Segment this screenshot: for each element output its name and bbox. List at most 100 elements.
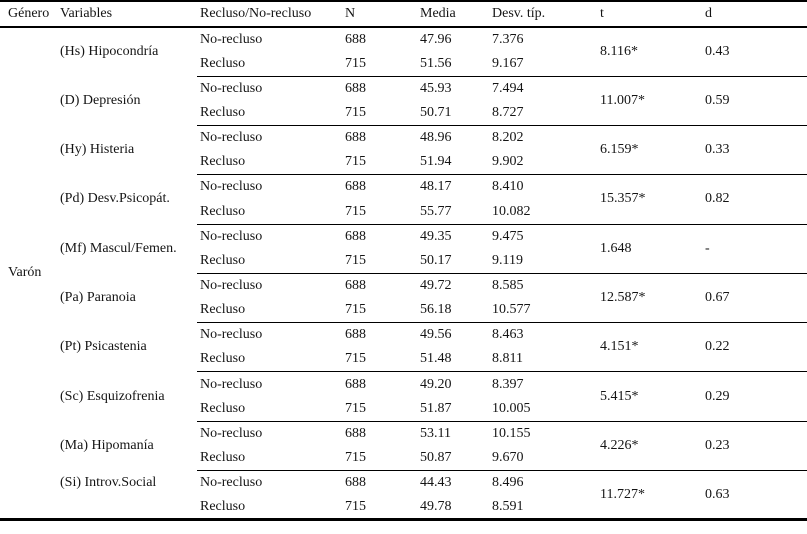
t-cell: 4.226* — [596, 420, 702, 471]
n-cell: 688 — [342, 125, 417, 151]
desv-cell: 8.463 — [489, 322, 596, 348]
table-row: (D) Depresión No-recluso 688 45.93 7.494… — [0, 75, 807, 126]
variable-label: (Hy) Histeria — [60, 142, 135, 158]
group-cell: Recluso — [200, 449, 246, 465]
media-cell: 49.35 — [417, 223, 489, 249]
table-row: Recluso 715 50.71 8.727 — [0, 101, 807, 126]
n-cell: 715 — [345, 104, 366, 120]
table-row: (Hy) Histeria No-recluso 688 48.96 8.202… — [0, 125, 807, 175]
gender-cell: Varón — [8, 265, 42, 281]
media-cell: 49.72 — [417, 272, 489, 299]
t-cell: 5.415* — [596, 371, 702, 422]
n-cell: 715 — [345, 154, 366, 170]
media-cell: 53.11 — [417, 420, 489, 446]
media-cell: 48.96 — [417, 125, 489, 151]
n-cell: 715 — [345, 400, 366, 416]
group-cell: No-recluso — [197, 322, 342, 348]
media-cell: 48.17 — [417, 174, 489, 200]
d-cell: 0.59 — [702, 75, 807, 126]
desv-cell: 10.082 — [492, 203, 531, 219]
desv-cell: 8.202 — [489, 125, 596, 151]
media-cell: 50.87 — [420, 449, 452, 465]
t-cell: 1.648 — [596, 223, 702, 274]
group-cell: No-recluso — [197, 174, 342, 200]
n-cell: 688 — [342, 272, 417, 299]
desv-cell: 7.376 — [489, 26, 596, 52]
d-cell: 0.33 — [702, 125, 807, 175]
col-header-recluso-norecluso: Recluso/No-recluso — [197, 0, 342, 28]
table-row: Recluso 715 51.48 8.811 — [0, 347, 807, 372]
d-cell: 0.82 — [702, 174, 807, 225]
media-cell: 50.17 — [420, 252, 452, 268]
group-cell: Recluso — [200, 302, 246, 318]
desv-cell: 9.167 — [492, 55, 524, 71]
n-cell: 715 — [345, 351, 366, 367]
media-cell: 44.43 — [417, 470, 489, 496]
table-row: (Sc) Esquizofrenia No-recluso 688 49.20 … — [0, 371, 807, 422]
col-header-media: Media — [417, 0, 489, 28]
desv-cell: 8.727 — [492, 104, 524, 120]
variable-label: (Sc) Esquizofrenia — [60, 388, 165, 404]
d-cell: 0.23 — [702, 420, 807, 471]
table-row: Recluso 715 51.94 9.902 — [0, 150, 807, 175]
n-cell: 688 — [342, 322, 417, 348]
table-row: Recluso 715 50.87 9.670 — [0, 446, 807, 471]
table-row: Recluso 715 55.77 10.082 — [0, 199, 807, 224]
header-row: Género Variables Recluso/No-recluso N Me… — [0, 0, 807, 28]
table-row: Recluso 715 51.87 10.005 — [0, 397, 807, 422]
table-row: Recluso 715 56.18 10.577 — [0, 298, 807, 323]
table-row: (Pt) Psicastenia No-recluso 688 49.56 8.… — [0, 322, 807, 372]
group-cell: Recluso — [200, 400, 246, 416]
col-header-t: t — [596, 0, 702, 28]
desv-cell: 10.005 — [492, 400, 531, 416]
media-cell: 55.77 — [420, 203, 452, 219]
n-cell: 715 — [345, 498, 366, 514]
media-cell: 49.78 — [420, 498, 452, 514]
d-cell: 0.63 — [702, 470, 807, 520]
n-cell: 688 — [342, 420, 417, 446]
n-cell: 688 — [342, 26, 417, 52]
d-cell: 0.22 — [702, 322, 807, 372]
group-cell: No-recluso — [197, 75, 342, 101]
media-cell: 47.96 — [417, 26, 489, 52]
t-cell: 4.151* — [596, 322, 702, 372]
media-cell: 49.20 — [417, 371, 489, 397]
table-row: Recluso 715 49.78 8.591 — [0, 495, 807, 520]
desv-cell: 10.577 — [492, 302, 531, 318]
group-cell: No-recluso — [197, 272, 342, 299]
group-cell: Recluso — [200, 252, 246, 268]
group-cell: Recluso — [200, 55, 246, 71]
n-cell: 715 — [345, 302, 366, 318]
desv-cell: 8.811 — [492, 351, 523, 367]
media-cell: 50.71 — [420, 104, 452, 120]
group-cell: No-recluso — [197, 470, 342, 496]
table-row: Recluso 715 50.17 9.119 — [0, 249, 807, 274]
media-cell: 49.56 — [417, 322, 489, 348]
t-cell: 12.587* — [596, 272, 702, 323]
group-cell: No-recluso — [197, 26, 342, 52]
variable-label: (Hs) Hipocondría — [60, 44, 159, 60]
media-cell: 45.93 — [417, 75, 489, 101]
desv-cell: 9.902 — [492, 154, 524, 170]
table-row: (Mf) Mascul/Femen. No-recluso 688 49.35 … — [0, 223, 807, 274]
desv-cell: 9.475 — [489, 223, 596, 249]
desv-cell: 8.410 — [489, 174, 596, 200]
t-cell: 15.357* — [596, 174, 702, 225]
desv-cell: 9.119 — [492, 252, 523, 268]
col-header-desv-tip: Desv. típ. — [489, 0, 596, 28]
media-cell: 51.48 — [420, 351, 452, 367]
group-cell: Recluso — [200, 498, 246, 514]
n-cell: 715 — [345, 203, 366, 219]
desv-cell: 7.494 — [489, 75, 596, 101]
t-cell: 6.159* — [596, 125, 702, 175]
media-cell: 51.56 — [420, 55, 452, 71]
statistics-table: Género Variables Recluso/No-recluso N Me… — [0, 0, 807, 522]
variable-label: (Pa) Paranoia — [60, 290, 136, 306]
variable-label: (Mf) Mascul/Femen. — [60, 240, 177, 256]
desv-cell: 10.155 — [489, 420, 596, 446]
d-cell: 0.67 — [702, 272, 807, 323]
table-row: (Pd) Desv.Psicopát. No-recluso 688 48.17… — [0, 174, 807, 225]
variable-label: (Si) Introv.Social — [60, 474, 157, 490]
d-cell: - — [702, 223, 807, 274]
table-row: Varón (Hs) Hipocondría No-recluso 688 47.… — [0, 26, 807, 280]
